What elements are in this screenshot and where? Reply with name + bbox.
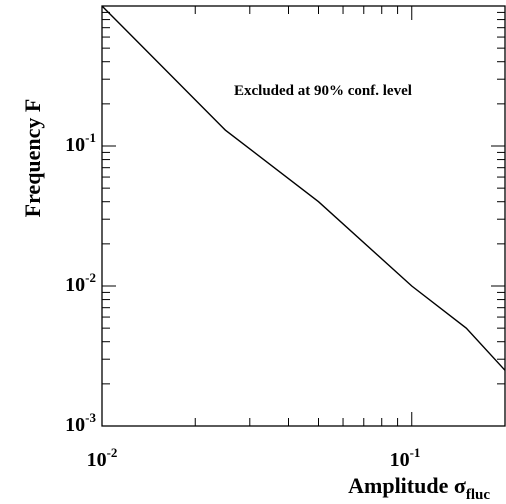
ytick-label-1e-2: 10-2 xyxy=(65,270,96,296)
ytick-label-1e-1: 10-1 xyxy=(65,130,96,156)
xtick-label-1e-2: 10-2 xyxy=(87,445,118,471)
ytick-label-1e-3: 10-3 xyxy=(65,410,96,436)
series-line xyxy=(101,5,506,371)
annotation-excluded: Excluded at 90% conf. level xyxy=(234,83,412,99)
x-axis-label: Amplitude σfluc xyxy=(348,473,490,503)
axis-ticks xyxy=(101,5,506,427)
xtick-label-1e-1: 10-1 xyxy=(390,445,421,471)
y-axis-label: Frequency F xyxy=(20,99,45,218)
plot-frame xyxy=(101,5,506,427)
